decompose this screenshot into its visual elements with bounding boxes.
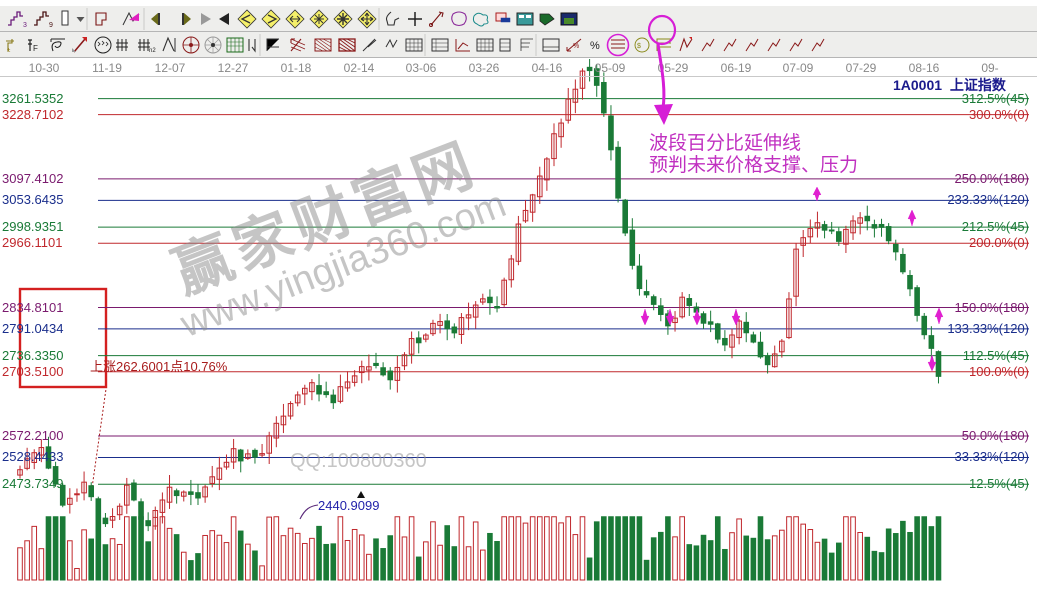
svg-text:$: $ (637, 43, 641, 50)
svg-text:3: 3 (23, 22, 27, 29)
svg-text:F: F (33, 44, 38, 53)
svg-text:%: % (590, 40, 600, 52)
svg-text:9: 9 (49, 22, 53, 29)
svg-text:%: % (573, 43, 579, 50)
svg-text:±: ± (7, 48, 11, 54)
svg-text:n2: n2 (149, 48, 156, 54)
